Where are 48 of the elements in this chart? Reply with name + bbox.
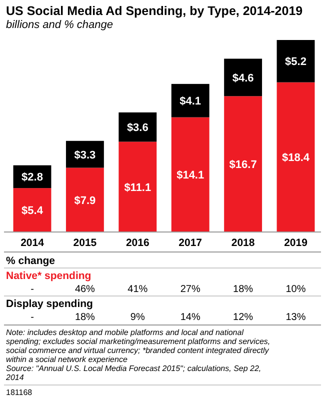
bar	[224, 58, 262, 96]
bar	[66, 168, 104, 232]
data-label: $7.9	[74, 194, 96, 207]
text: 14%	[180, 312, 200, 323]
text: Display spending	[6, 298, 93, 310]
text: 18%	[233, 284, 254, 295]
data-label: $5.4	[22, 205, 44, 218]
bar	[171, 117, 210, 232]
chart-subtitle: billions and % change	[6, 19, 114, 31]
bar	[276, 82, 315, 232]
text: % change	[6, 255, 56, 267]
text: 46%	[74, 284, 96, 295]
text: 181168	[6, 388, 33, 397]
text: -	[30, 312, 34, 323]
bar	[118, 112, 157, 142]
source-note: Source: "Annual U.S. Local Media Forecast 2015"; calculations, Sep 22, 2014	[5, 364, 262, 382]
text: 27%	[180, 284, 200, 295]
text: Native* spending	[6, 270, 92, 282]
bar	[171, 84, 210, 118]
data-label: $18.4	[282, 152, 310, 164]
data-label: $4.1	[180, 96, 202, 108]
text: 18%	[74, 312, 96, 323]
data-label: $3.6	[126, 122, 148, 134]
x-tick-label: 2017	[178, 237, 202, 249]
x-tick-label: 2018	[231, 237, 255, 249]
x-tick-label: 2014	[20, 237, 44, 249]
bar	[13, 188, 52, 232]
data-label: $2.8	[22, 172, 43, 184]
data-label: $5.2	[285, 56, 306, 68]
x-tick-label: 2016	[126, 237, 150, 249]
data-label: $4.6	[232, 72, 254, 84]
text: 13%	[286, 312, 306, 323]
chart-title: US Social Media Ad Spending, by Type, 2014-2019	[6, 4, 303, 18]
data-label: $3.3	[74, 149, 96, 162]
bar	[276, 40, 315, 82]
text: -	[30, 284, 34, 295]
text: 10%	[286, 284, 306, 295]
x-tick-label: 2019	[284, 237, 308, 249]
text: 9%	[130, 312, 145, 323]
bar	[118, 142, 157, 232]
text: Note: includes desktop and mobile platforms and local and national spending; excludes social marketing/measurement platforms and services, social commerce and virtual currency; *branded content integrated directly within a social network experience	[6, 328, 270, 364]
data-label: $11.1	[124, 182, 152, 194]
data-label: $16.7	[229, 159, 257, 172]
data-label: $14.1	[176, 170, 204, 182]
text: 41%	[128, 284, 148, 295]
text: 12%	[233, 312, 254, 323]
bar	[224, 96, 262, 232]
x-tick-label: 2015	[73, 237, 97, 249]
